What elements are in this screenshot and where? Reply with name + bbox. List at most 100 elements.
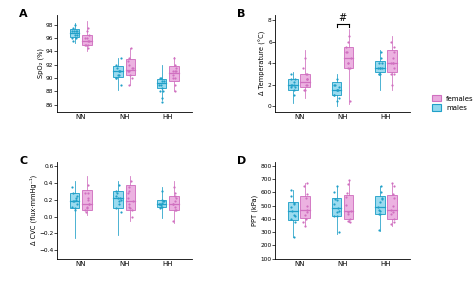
Point [82,42,90,47]
Point [390,66,398,71]
Point [171,199,179,204]
Point [291,201,298,206]
Point [303,203,310,208]
Y-axis label: Δ Temperature (°C): Δ Temperature (°C) [259,31,266,95]
Point [171,193,179,198]
Point [112,76,119,81]
Point [160,79,168,84]
Point [335,230,343,235]
Point [345,66,352,71]
Point [83,206,91,211]
Point [390,55,397,60]
Point [344,61,352,66]
Point [330,93,338,98]
Point [82,209,90,214]
FancyBboxPatch shape [387,50,397,72]
Point [391,196,398,201]
Point [333,88,340,92]
Point [158,96,166,101]
Point [387,39,395,44]
Point [377,50,384,55]
Point [117,56,125,61]
Point [290,88,297,92]
Point [287,84,294,89]
Point [291,77,299,82]
Point [115,196,122,201]
Point [287,205,294,209]
Point [376,71,384,76]
Point [375,71,383,76]
FancyBboxPatch shape [344,47,354,69]
Point [376,66,384,71]
Point [112,62,120,67]
Point [387,212,395,217]
Point [345,178,353,183]
Text: #: # [338,13,346,23]
Point [84,26,92,30]
Point [129,66,137,71]
Point [124,191,132,196]
FancyBboxPatch shape [301,74,310,87]
Point [112,76,119,81]
Point [333,214,341,219]
Point [158,201,166,206]
Point [374,205,382,209]
Point [112,193,119,198]
Point [346,66,354,71]
Point [128,76,136,81]
Point [159,189,166,194]
Point [83,204,91,209]
Point [73,32,81,37]
FancyBboxPatch shape [169,196,179,210]
Point [127,179,134,184]
Point [331,82,339,87]
Point [390,184,398,189]
Point [390,61,397,66]
Point [126,202,133,206]
Point [83,29,91,34]
Point [69,39,77,44]
Point [303,192,310,197]
Point [157,204,164,209]
Point [344,39,352,44]
Point [291,80,298,85]
Point [387,61,395,66]
Point [115,199,123,204]
Point [344,210,352,215]
Point [303,210,311,215]
FancyBboxPatch shape [157,79,166,88]
Point [171,204,179,209]
Point [84,196,91,201]
Point [343,191,351,196]
Point [302,82,310,87]
Point [72,208,79,212]
Point [126,62,133,67]
Point [333,183,341,188]
Point [69,26,77,30]
Point [375,61,383,66]
Point [115,72,122,77]
Point [374,66,382,71]
FancyBboxPatch shape [113,191,123,208]
Point [333,98,341,103]
Point [85,32,92,37]
Point [347,55,355,60]
Point [73,29,81,34]
Point [335,95,343,100]
Point [346,217,354,221]
FancyBboxPatch shape [169,66,179,81]
Point [344,182,352,187]
Point [72,36,80,41]
Point [72,196,80,201]
Point [69,204,76,209]
Point [377,190,384,195]
Point [303,77,311,82]
Point [69,29,76,34]
Point [126,69,133,74]
Point [330,214,338,219]
Point [379,66,386,71]
FancyBboxPatch shape [332,198,341,216]
Point [155,83,163,87]
Text: A: A [19,9,28,19]
Point [159,86,166,91]
